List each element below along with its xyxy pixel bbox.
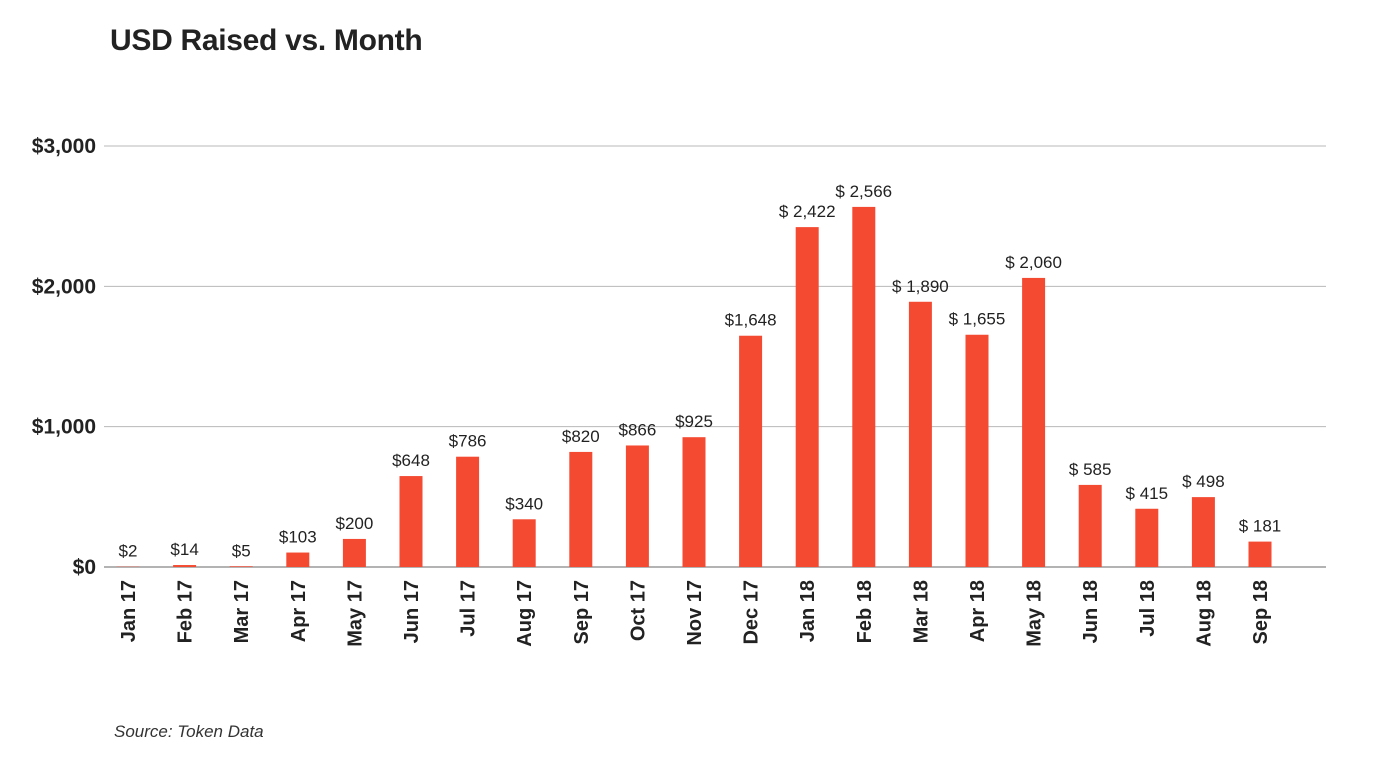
data-label: $ 1,655: [949, 310, 1006, 329]
x-tick-label: Aug 17: [514, 580, 536, 647]
bar: [908, 301, 932, 567]
bar: [682, 437, 706, 567]
x-tick-label: Jun 18: [1080, 580, 1102, 643]
x-tick-label: Mar 17: [231, 580, 253, 643]
y-tick-label: $2,000: [32, 275, 96, 298]
x-tick-label: Feb 18: [854, 580, 876, 643]
x-tick-label: May 17: [344, 580, 366, 647]
bar: [399, 476, 423, 567]
bar: [965, 334, 989, 567]
bar: [625, 445, 649, 567]
bar: [739, 335, 763, 567]
x-tick-label: Jan 18: [797, 580, 819, 642]
bar: [229, 566, 253, 567]
bar: [456, 456, 480, 567]
bar: [173, 565, 197, 567]
bar: [795, 227, 819, 567]
bar: [1078, 484, 1102, 567]
x-tick-label: Sep 18: [1250, 580, 1272, 644]
y-tick-label: $3,000: [32, 135, 96, 158]
data-label: $866: [618, 420, 656, 439]
bar: [1248, 541, 1272, 567]
x-tick-label: Oct 17: [627, 580, 649, 641]
data-label: $ 181: [1239, 517, 1282, 536]
data-label: $2: [119, 542, 138, 561]
data-label: $ 2,566: [835, 182, 892, 201]
x-tick-label: Mar 18: [910, 580, 932, 643]
bar: [1022, 277, 1046, 567]
x-tick-label: Apr 18: [967, 580, 989, 642]
data-label: $ 498: [1182, 472, 1225, 491]
x-tick-label: Sep 17: [571, 580, 593, 644]
x-tick-label: May 18: [1024, 580, 1046, 647]
data-label: $200: [335, 514, 373, 533]
data-label: $820: [562, 427, 600, 446]
chart-title: USD Raised vs. Month: [110, 24, 423, 57]
y-tick-label: $1,000: [32, 416, 96, 439]
bar: [342, 538, 366, 567]
bar: [569, 451, 593, 567]
x-tick-label: Jul 18: [1137, 580, 1159, 637]
data-label: $103: [279, 528, 317, 547]
bar: [1191, 497, 1215, 567]
data-label: $925: [675, 412, 713, 431]
data-label: $ 415: [1126, 484, 1169, 503]
data-label: $ 2,060: [1005, 253, 1062, 272]
data-label: $14: [170, 540, 198, 559]
data-label: $786: [449, 432, 487, 451]
source-note: Source: Token Data: [114, 722, 264, 741]
x-tick-label: Feb 17: [175, 580, 197, 643]
x-tick-label: Nov 17: [684, 580, 706, 646]
bar: [852, 206, 876, 567]
x-tick-label: Apr 17: [288, 580, 310, 642]
data-label: $ 1,890: [892, 277, 949, 296]
data-label: $1,648: [725, 311, 777, 330]
data-label: $648: [392, 451, 430, 470]
data-label: $5: [232, 541, 251, 560]
x-tick-label: Jan 17: [118, 580, 140, 642]
x-tick-label: Dec 17: [741, 580, 763, 645]
data-label: $ 2,422: [779, 202, 836, 221]
x-tick-label: Aug 18: [1193, 580, 1215, 647]
data-label: $340: [505, 494, 543, 513]
x-tick-label: Jun 17: [401, 580, 423, 643]
x-tick-label: Jul 17: [458, 580, 480, 637]
bar: [1135, 508, 1159, 567]
y-tick-label: $0: [73, 556, 96, 579]
bar: [286, 552, 310, 567]
data-label: $ 585: [1069, 460, 1112, 479]
bar: [512, 519, 536, 567]
